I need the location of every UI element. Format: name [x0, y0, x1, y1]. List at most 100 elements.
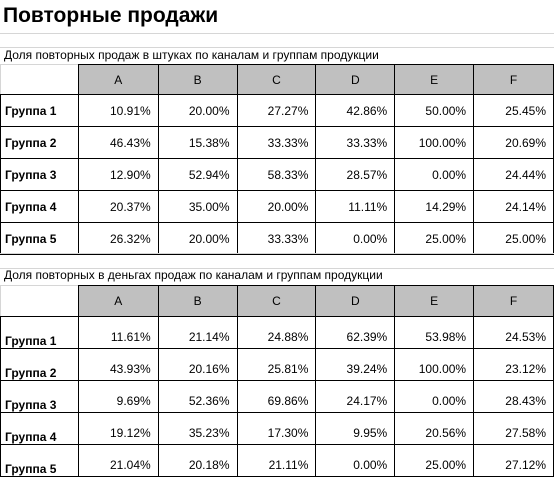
grid-line — [0, 33, 554, 34]
table-cell[interactable]: 69.86% — [236, 380, 317, 413]
table-cell[interactable]: 25.00% — [473, 222, 554, 255]
table-cell[interactable]: 42.86% — [315, 94, 396, 127]
table1-col-header[interactable]: D — [315, 64, 396, 95]
table-cell[interactable]: 0.00% — [315, 222, 396, 255]
table-cell[interactable]: 27.58% — [473, 412, 554, 445]
table-row: Группа 4 20.37% 35.00% 20.00% 11.11% 14.… — [0, 190, 554, 223]
table-cell[interactable]: 43.93% — [77, 348, 159, 381]
table-row: Группа 5 26.32% 20.00% 33.33% 0.00% 25.0… — [0, 222, 554, 255]
table1-col-header[interactable]: A — [77, 64, 159, 95]
table-cell[interactable]: 9.69% — [77, 380, 159, 413]
table-cell[interactable]: 52.94% — [157, 158, 238, 191]
table-cell[interactable]: 62.39% — [315, 316, 396, 349]
table-cell[interactable]: 100.00% — [394, 348, 475, 381]
table-cell[interactable]: 15.38% — [157, 126, 238, 159]
table-cell[interactable]: 20.56% — [394, 412, 475, 445]
row-label[interactable]: Группа 1 — [0, 316, 79, 349]
table-cell[interactable]: 9.95% — [315, 412, 396, 445]
table-cell[interactable]: 21.11% — [236, 444, 317, 477]
table-cell[interactable]: 24.53% — [473, 316, 554, 349]
table-cell[interactable]: 10.91% — [77, 94, 159, 127]
table-cell[interactable]: 33.33% — [315, 126, 396, 159]
table-cell[interactable]: 14.29% — [394, 190, 475, 223]
table-cell[interactable]: 20.00% — [157, 94, 238, 127]
table-cell[interactable]: 50.00% — [394, 94, 475, 127]
table-cell[interactable]: 33.33% — [236, 222, 317, 255]
table-cell[interactable]: 12.90% — [77, 158, 159, 191]
table1-col-header[interactable]: E — [394, 64, 475, 95]
table2-col-header[interactable]: B — [157, 285, 238, 317]
table-cell[interactable]: 25.00% — [394, 222, 475, 255]
table-cell[interactable]: 25.45% — [473, 94, 554, 127]
table-cell[interactable]: 52.36% — [157, 380, 238, 413]
table-cell[interactable]: 53.98% — [394, 316, 475, 349]
table-row: Группа 1 11.61% 21.14% 24.88% 62.39% 53.… — [0, 316, 554, 349]
table1-corner-cell[interactable] — [0, 64, 79, 95]
table-row: Группа 2 43.93% 20.16% 25.81% 39.24% 100… — [0, 348, 554, 381]
table2-col-header[interactable]: C — [236, 285, 317, 317]
table-cell[interactable]: 28.43% — [473, 380, 554, 413]
table-cell[interactable]: 0.00% — [394, 158, 475, 191]
table-cell[interactable]: 58.33% — [236, 158, 317, 191]
table-cell[interactable]: 23.12% — [473, 348, 554, 381]
table-cell[interactable]: 17.30% — [236, 412, 317, 445]
table1-col-header[interactable]: B — [157, 64, 238, 95]
table-cell[interactable]: 19.12% — [77, 412, 159, 445]
table-cell[interactable]: 25.81% — [236, 348, 317, 381]
table2-col-header[interactable]: A — [77, 285, 159, 317]
row-label[interactable]: Группа 3 — [0, 158, 79, 191]
table-cell[interactable]: 39.24% — [315, 348, 396, 381]
table-row: Группа 3 12.90% 52.94% 58.33% 28.57% 0.0… — [0, 158, 554, 191]
table2-col-header[interactable]: F — [473, 285, 554, 317]
table-cell[interactable]: 100.00% — [394, 126, 475, 159]
table-cell[interactable]: 27.12% — [473, 444, 554, 477]
table-cell[interactable]: 35.23% — [157, 412, 238, 445]
table-row: Группа 3 9.69% 52.36% 69.86% 24.17% 0.00… — [0, 380, 554, 413]
row-label[interactable]: Группа 3 — [0, 380, 79, 413]
row-label[interactable]: Группа 4 — [0, 190, 79, 223]
row-label[interactable]: Группа 4 — [0, 412, 79, 445]
table-row: Группа 4 19.12% 35.23% 17.30% 9.95% 20.5… — [0, 412, 554, 445]
table-cell[interactable]: 33.33% — [236, 126, 317, 159]
table-cell[interactable]: 21.04% — [77, 444, 159, 477]
grid-line — [0, 253, 554, 254]
row-label[interactable]: Группа 5 — [0, 222, 79, 255]
table-row: Группа 2 46.43% 15.38% 33.33% 33.33% 100… — [0, 126, 554, 159]
table1-caption: Доля повторных продаж в штуках по канала… — [4, 48, 379, 62]
table-cell[interactable]: 0.00% — [394, 380, 475, 413]
table-cell[interactable]: 20.00% — [236, 190, 317, 223]
table-cell[interactable]: 11.61% — [77, 316, 159, 349]
table1: A B C D E F Группа 1 10.91% 20.00% 27.27… — [0, 64, 554, 255]
table-row: Группа 5 21.04% 20.18% 21.11% 0.00% 25.0… — [0, 444, 554, 477]
table2-col-header[interactable]: D — [315, 285, 396, 317]
table-cell[interactable]: 35.00% — [157, 190, 238, 223]
table-cell[interactable]: 26.32% — [77, 222, 159, 255]
page-title: Повторные продажи — [3, 4, 219, 27]
row-label[interactable]: Группа 5 — [0, 444, 79, 477]
grid-line — [0, 47, 554, 48]
row-label[interactable]: Группа 2 — [0, 348, 79, 381]
table-cell[interactable]: 20.18% — [157, 444, 238, 477]
table-cell[interactable]: 20.16% — [157, 348, 238, 381]
table-cell[interactable]: 46.43% — [77, 126, 159, 159]
table-cell[interactable]: 25.00% — [394, 444, 475, 477]
table1-col-header[interactable]: C — [236, 64, 317, 95]
row-label[interactable]: Группа 1 — [0, 94, 79, 127]
table-cell[interactable]: 24.88% — [236, 316, 317, 349]
table1-col-header[interactable]: F — [473, 64, 554, 95]
table-cell[interactable]: 11.11% — [315, 190, 396, 223]
row-label[interactable]: Группа 2 — [0, 126, 79, 159]
table2-header-row: A B C D E F — [0, 285, 554, 317]
table-cell[interactable]: 20.00% — [157, 222, 238, 255]
table-cell[interactable]: 0.00% — [315, 444, 396, 477]
table-cell[interactable]: 24.17% — [315, 380, 396, 413]
table2-col-header[interactable]: E — [394, 285, 475, 317]
table-cell[interactable]: 21.14% — [157, 316, 238, 349]
table-cell[interactable]: 20.69% — [473, 126, 554, 159]
table-cell[interactable]: 24.14% — [473, 190, 554, 223]
table2-corner-cell[interactable] — [0, 285, 79, 317]
table-cell[interactable]: 24.44% — [473, 158, 554, 191]
table-cell[interactable]: 20.37% — [77, 190, 159, 223]
table-cell[interactable]: 27.27% — [236, 94, 317, 127]
table-cell[interactable]: 28.57% — [315, 158, 396, 191]
